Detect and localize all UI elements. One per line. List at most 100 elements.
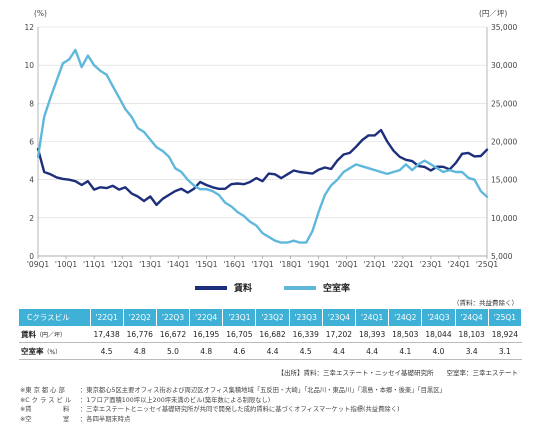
quarter-header: '24Q1 (355, 309, 390, 326)
vacancy-cell: 4.4 (322, 342, 356, 360)
quarter-header: '24Q3 (421, 309, 456, 326)
rent-row-unit: （円／坪） (36, 331, 67, 339)
x-tick-label: '22Q1 (392, 260, 415, 269)
footnote-text: ：各四半期末時点 (80, 415, 131, 423)
quarter-header: '22Q4 (189, 309, 224, 326)
rent-cell: 18,103 (455, 326, 489, 343)
vacancy-cell: 4.8 (123, 342, 157, 360)
right-tick-label: 25,000 (491, 99, 517, 108)
x-tick-label: '17Q1 (251, 260, 274, 269)
legend-label-rent: 賃料 (234, 284, 253, 294)
rent-cell: 16,339 (289, 326, 323, 343)
x-tick-label: '13Q1 (139, 260, 162, 269)
quarter-header: '23Q2 (255, 309, 290, 326)
rent-cell: 16,195 (189, 326, 223, 343)
footnote-text: ：三幸エステートとニッセイ基礎研究所が共同で開発した成約賃料に基づくオフィスマー… (80, 406, 400, 413)
legend-item-rent: 賃料 (195, 281, 252, 294)
right-tick-label: 30,000 (491, 61, 517, 70)
x-tick-label: '09Q1 (27, 260, 50, 269)
left-tick-label: 8 (29, 99, 34, 108)
footnotes: ※東 京 都 心 部 ：東京都心5区主要オフィス街および周辺区オフィス集積地域「五… (20, 386, 446, 424)
x-tick-label: '15Q1 (195, 260, 218, 269)
quarter-header: '22Q1 (90, 309, 124, 326)
footnote-text: ：1フロア面積100坪以上200坪未満のビル(築年数による制限なし) (80, 396, 271, 404)
x-tick-label: '14Q1 (167, 260, 190, 269)
vacancy-row-label-text: 空室率 (21, 346, 44, 356)
table-row-vacancy: 空室率（%） 4.5 4.8 5.0 4.8 4.6 4.4 4.5 4.4 4.4 4.1 4.0… (19, 342, 522, 360)
legend-swatch-vacancy (284, 285, 316, 290)
x-tick-label: '21Q1 (364, 260, 387, 269)
quarter-header: '25Q1 (488, 309, 523, 326)
right-tick-label: 15,000 (491, 176, 517, 185)
x-tick-label: '11Q1 (83, 260, 106, 269)
rent-cell: 16,672 (156, 326, 190, 343)
rent-cell: 16,682 (255, 326, 290, 343)
rent-cell: 16,705 (222, 326, 256, 343)
table-row-rent: 賃料（円／坪） 17,438 16,776 16,672 16,195 16,705 16… (19, 326, 522, 343)
rent-cell: 18,503 (388, 326, 422, 343)
vacancy-cell: 4.8 (189, 342, 223, 360)
footnote-line: ※東 京 都 心 部 ：東京都心5区主要オフィス街および周辺区オフィス集積地域「五… (20, 386, 446, 396)
chart-legend: 賃料 空室率 (0, 281, 536, 295)
right-tick-label: 35,000 (491, 23, 517, 32)
vacancy-row-unit: （%） (43, 348, 62, 356)
x-tick-label: '23Q1 (420, 260, 443, 269)
right-axis-ticks: 5,000 10,000 15,000 20,000 25,000 30,000 35,00… (491, 23, 517, 261)
legend-swatch-rent (195, 285, 227, 290)
vacancy-cell: 3.1 (488, 342, 522, 360)
right-tick-label: 5,000 (491, 252, 513, 261)
vacancy-cell: 5.0 (156, 342, 190, 360)
left-axis-unit: (%) (34, 9, 47, 18)
vacancy-cell: 4.4 (355, 342, 389, 360)
left-tick-label: 0 (29, 252, 34, 261)
quarter-header: '22Q3 (156, 309, 191, 326)
footnote-text: ：東京都心5区主要オフィス街および周辺区オフィス集積地域「五反田・大崎」「北品川… (80, 387, 446, 394)
quarter-header: '24Q4 (455, 309, 489, 326)
left-tick-label: 4 (29, 176, 34, 185)
quarter-header: '24Q2 (388, 309, 423, 326)
quarter-header: '23Q4 (322, 309, 357, 326)
left-tick-label: 2 (29, 214, 34, 223)
footnote-line: ※賃 料 ：三幸エステートとニッセイ基礎研究所が共同で開発した成約賃料に基づくオフ… (20, 405, 446, 415)
x-tick-label: '12Q1 (111, 260, 134, 269)
vacancy-cell: 4.1 (388, 342, 422, 360)
x-tick-label: '25Q1 (476, 260, 499, 269)
rent-cell: 18,924 (488, 326, 522, 343)
left-tick-label: 6 (29, 138, 34, 147)
right-tick-label: 10,000 (491, 214, 517, 223)
series-lines (36, 48, 489, 244)
x-tick-label: '24Q1 (448, 260, 471, 269)
rent-cell: 16,776 (123, 326, 157, 343)
line-chart: 0 2 4 6 8 10 12 5,000 10,000 15,000 20,000 25,000 3… (24, 9, 517, 269)
right-axis-unit: (円／坪) (479, 9, 507, 18)
chart-grid (37, 26, 488, 257)
quarter-header: '23Q3 (289, 309, 323, 326)
rent-row-label: 賃料（円／坪） (19, 326, 90, 343)
vacancy-cell: 4.0 (421, 342, 456, 360)
table-note: （賃料：共益費除く） (453, 299, 518, 307)
rent-cell: 18,044 (421, 326, 456, 343)
vacancy-series-line (36, 48, 489, 244)
rent-cell: 17,438 (90, 326, 124, 343)
quarter-header: '23Q1 (222, 309, 257, 326)
rent-series-line (36, 128, 489, 207)
table-corner-header: Cクラスビル (19, 309, 91, 326)
legend-label-vacancy: 空室率 (323, 284, 351, 294)
rent-cell: 17,202 (322, 326, 356, 343)
x-tick-label: '10Q1 (55, 260, 78, 269)
x-axis-ticks: '09Q1 '10Q1 '11Q1 '12Q1 '13Q1 '14Q1 '15Q1 '16Q1… (27, 256, 499, 269)
data-table: Cクラスビル '22Q1'22Q2'22Q3'22Q4'23Q1'23Q2'23… (19, 309, 523, 360)
vacancy-cell: 4.5 (90, 342, 124, 360)
x-tick-label: '20Q1 (336, 260, 359, 269)
footnote-line: ※C ク ラ ス ビ ル ：1フロア面積100坪以上200坪未満のビル(築年数によ… (20, 396, 446, 406)
footnote-line: ※空 室 ：各四半期末時点 (20, 415, 446, 425)
rent-row-label-text: 賃料 (21, 329, 36, 339)
left-axis-ticks: 0 2 4 6 8 10 12 (24, 23, 34, 261)
vacancy-cell: 3.4 (455, 342, 489, 360)
source-credit: 【出所】賃料：三幸エステート・ニッセイ基礎研究所 空室率：三幸エステート (277, 369, 519, 377)
vacancy-cell: 4.5 (289, 342, 323, 360)
footnote-key: ※C ク ラ ス ビ ル (20, 396, 72, 404)
x-tick-label: '18Q1 (279, 260, 302, 269)
rent-cell: 18,393 (355, 326, 389, 343)
footnote-key: ※東 京 都 心 部 (20, 387, 65, 394)
